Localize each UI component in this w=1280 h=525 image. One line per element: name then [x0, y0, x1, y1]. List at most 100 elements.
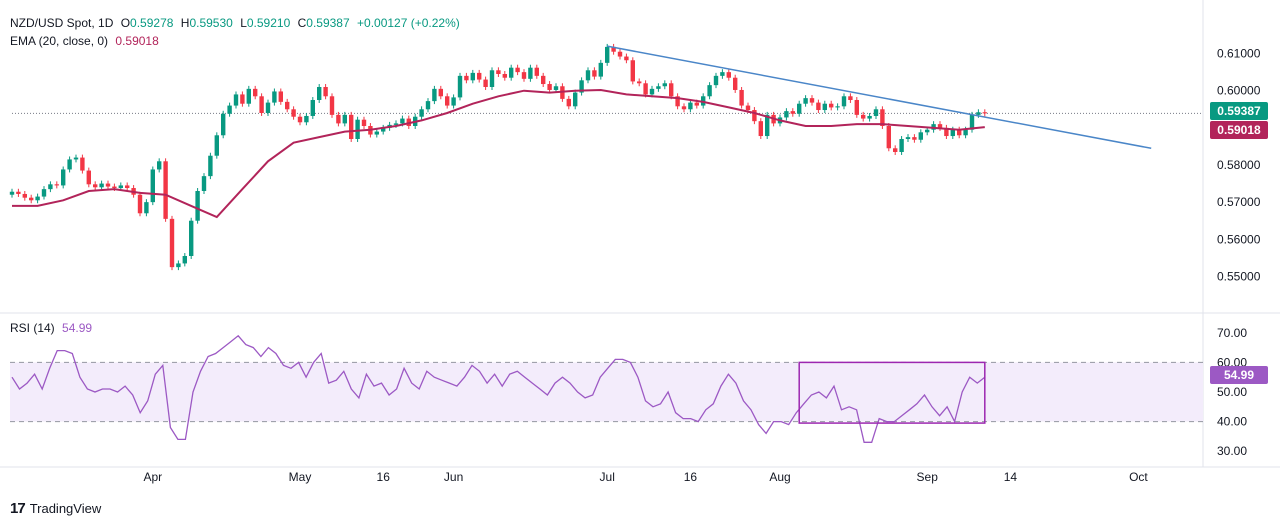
candle-up: [41, 189, 47, 197]
time-tick-label: Sep: [917, 470, 939, 484]
candle-up: [969, 114, 975, 130]
candle-down: [86, 170, 91, 185]
candle-up: [899, 139, 904, 152]
candle-up: [470, 72, 475, 81]
candle-up: [784, 111, 789, 118]
candle-down: [291, 109, 296, 117]
time-tick-label: Aug: [769, 470, 790, 484]
candle-down: [790, 111, 795, 114]
candle-down: [112, 186, 117, 189]
candle-up: [918, 132, 923, 140]
open-value: 0.59278: [130, 16, 174, 30]
candle-down: [438, 88, 443, 97]
candle-up: [950, 129, 955, 137]
candle-up: [873, 109, 879, 116]
candle-up: [214, 135, 219, 156]
candle-down: [694, 102, 699, 106]
candle-down: [445, 96, 450, 106]
high-label: H: [180, 16, 190, 30]
price-tick-label: 0.56000: [1217, 232, 1261, 246]
candle-down: [336, 114, 341, 124]
price-badge: 0.59387: [1210, 102, 1268, 120]
close-value: 0.59387: [306, 16, 350, 30]
candle-up: [797, 103, 802, 114]
candle-up: [425, 101, 431, 110]
candle-up: [720, 72, 725, 76]
candle-up: [649, 88, 655, 95]
candle-up: [662, 83, 667, 87]
candle-up: [61, 169, 66, 186]
candle-down: [637, 81, 642, 84]
candle-up: [573, 92, 578, 107]
candle-down: [297, 116, 303, 123]
candle-up: [374, 131, 379, 135]
candle-up: [656, 86, 661, 89]
symbol-header: NZD/USD Spot, 1D O0.59278 H0.59530 L0.59…: [10, 16, 460, 30]
tradingview-mark-icon: 17: [10, 500, 26, 517]
candle-down: [259, 96, 264, 113]
candle-up: [304, 115, 309, 123]
tradingview-text: TradingView: [29, 501, 102, 516]
candle-down: [29, 197, 34, 201]
candle-up: [585, 70, 591, 81]
time-tick-label: Jun: [444, 470, 463, 484]
candle-down: [675, 96, 680, 107]
candle-down: [829, 103, 834, 108]
candle-down: [278, 91, 283, 102]
candle-up: [905, 137, 911, 139]
candle-down: [630, 60, 635, 82]
candle-down: [886, 126, 891, 149]
candle-down: [611, 46, 616, 52]
candle-down: [285, 101, 290, 110]
candle-down: [957, 129, 962, 136]
candle-up: [393, 123, 399, 125]
candle-up: [342, 114, 347, 124]
ema-line: [12, 88, 985, 219]
candle-down: [169, 218, 175, 268]
candle-up: [272, 91, 277, 103]
candle-up: [688, 102, 693, 110]
low-value: 0.59210: [246, 16, 291, 30]
candle-down: [848, 96, 853, 100]
candle-down: [592, 70, 597, 77]
candle-down: [566, 98, 571, 107]
candle-down: [669, 83, 674, 97]
time-tick-label: Oct: [1129, 470, 1148, 484]
candle-down: [733, 77, 738, 90]
candle-up: [963, 129, 968, 136]
candle-up: [118, 185, 123, 189]
candle-up: [35, 196, 40, 201]
candle-down: [752, 110, 757, 122]
candle-down: [982, 112, 987, 114]
rsi-highlight-box: [798, 361, 986, 424]
rsi-value: 54.99: [62, 321, 93, 335]
rsi-pane[interactable]: [10, 334, 1203, 443]
candle-down: [880, 109, 885, 126]
candle-down: [521, 72, 527, 79]
candle-up: [528, 67, 533, 79]
price-pane[interactable]: [9, 43, 1203, 271]
candle-down: [809, 98, 815, 103]
candle-down: [861, 114, 866, 119]
rsi-badge: 54.99: [1210, 366, 1268, 384]
candle-up: [67, 159, 72, 170]
candle-up: [451, 97, 456, 106]
tradingview-logo[interactable]: 17 TradingView: [10, 500, 101, 517]
candle-down: [329, 96, 335, 115]
candle-down: [547, 84, 552, 90]
price-tick-label: 0.57000: [1217, 195, 1261, 209]
candle-down: [758, 121, 763, 137]
candle-up: [176, 263, 181, 268]
price-tick-label: 0.55000: [1217, 269, 1261, 283]
candle-down: [534, 67, 539, 76]
candle-down: [617, 51, 623, 57]
price-tick-label: 0.60000: [1217, 84, 1261, 98]
candle-up: [509, 67, 514, 78]
candle-up: [841, 96, 847, 107]
rsi-band: [10, 362, 1203, 422]
candle-up: [195, 191, 200, 221]
rsi-label: RSI (14): [10, 321, 55, 335]
candle-up: [605, 46, 610, 63]
rsi-tick-label: 50.00: [1217, 385, 1247, 399]
